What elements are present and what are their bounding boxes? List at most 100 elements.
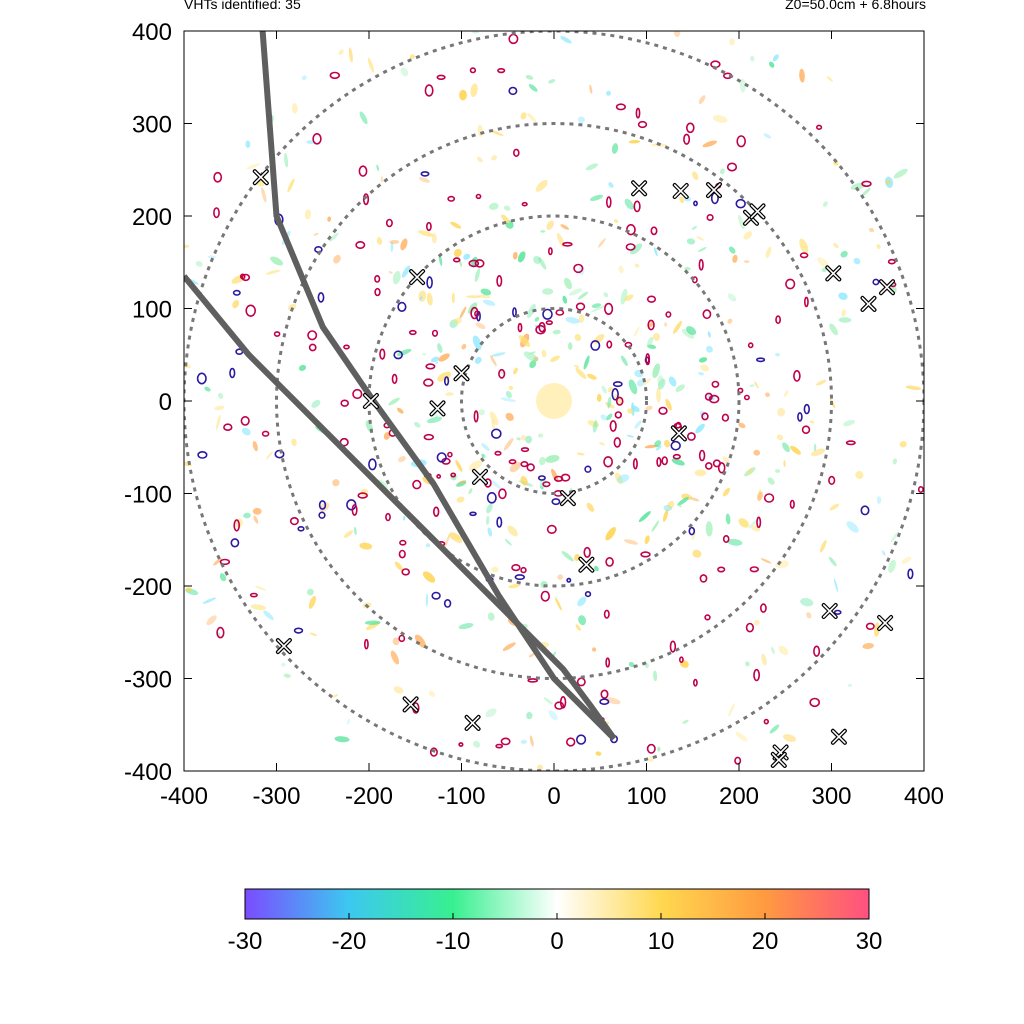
- field-blob: [655, 445, 662, 451]
- contour-loop: [609, 420, 617, 432]
- field-blob: [681, 328, 695, 339]
- contour-loop: [358, 165, 368, 177]
- field-blob: [754, 381, 759, 389]
- contour-loop: [632, 458, 638, 470]
- contour-loop: [312, 133, 322, 145]
- field-blob: [628, 379, 638, 395]
- field-blob: [583, 355, 590, 370]
- x-tick-label: 300: [811, 783, 851, 810]
- contour-loop: [393, 350, 404, 360]
- field-blob: [673, 31, 681, 37]
- field-blob: [520, 434, 527, 441]
- field-blob: [722, 456, 730, 464]
- contour-loop: [436, 473, 442, 479]
- field-blob: [243, 512, 251, 519]
- contour-loop: [425, 221, 432, 232]
- contour-loop: [317, 292, 325, 303]
- field-blob: [577, 291, 589, 300]
- contour-loop: [672, 453, 681, 460]
- field-blob: [761, 653, 767, 666]
- field-blob: [577, 116, 585, 124]
- field-blob: [437, 371, 452, 382]
- field-blob: [367, 57, 375, 73]
- field-blob: [418, 177, 430, 183]
- contour-loop: [711, 380, 720, 388]
- field-blob: [472, 335, 482, 350]
- field-blob: [833, 242, 839, 249]
- contour-loop: [584, 465, 592, 473]
- field-blob: [862, 642, 874, 650]
- field-blob: [255, 585, 267, 591]
- field-blob: [728, 246, 736, 254]
- field-blob: [389, 239, 400, 245]
- field-blob: [333, 254, 341, 264]
- field-blob: [500, 214, 510, 224]
- field-blob: [596, 393, 602, 402]
- field-blob: [829, 503, 840, 511]
- field-blob: [743, 231, 753, 240]
- field-blob: [419, 296, 423, 301]
- contour-loop: [431, 591, 441, 600]
- field-blob: [270, 256, 284, 266]
- field-blob: [769, 724, 780, 734]
- contour-loop: [379, 348, 386, 360]
- field-blob: [698, 95, 706, 105]
- contour-loop: [318, 511, 326, 519]
- field-blob: [840, 250, 848, 258]
- field-blob: [592, 420, 598, 433]
- field-blob: [611, 143, 619, 154]
- vht-marker: [877, 615, 894, 631]
- colorbar: -30 -20 -10 0 10 20 30: [228, 888, 882, 955]
- field-blob: [594, 565, 599, 572]
- field-blob: [712, 115, 728, 123]
- field-blob: [463, 253, 471, 260]
- vht-marker: [830, 728, 847, 745]
- contour-loop: [599, 698, 610, 706]
- contour-loop: [712, 459, 722, 468]
- contour-loop: [553, 475, 564, 482]
- vht-marker: [860, 295, 877, 312]
- field-blob: [874, 622, 880, 637]
- vht-marker: [770, 751, 787, 768]
- field-blob: [618, 265, 624, 274]
- field-blob: [550, 355, 560, 362]
- field-blob: [698, 247, 707, 252]
- vht-marker: [706, 182, 722, 199]
- y-tick-label: -400: [124, 759, 172, 786]
- field-blob: [675, 384, 685, 392]
- contour-loop: [374, 274, 381, 283]
- field-blob: [447, 533, 462, 541]
- contour-loop: [804, 296, 809, 308]
- field-blob: [491, 352, 506, 357]
- contour-loop: [490, 428, 502, 439]
- field-blob: [308, 595, 316, 609]
- contour-loop: [907, 568, 914, 580]
- contour-loop: [860, 505, 870, 516]
- contour-loop: [423, 378, 434, 387]
- field-blob: [578, 314, 585, 323]
- contour-loop: [357, 492, 368, 499]
- contour-loop: [624, 341, 633, 348]
- field-blob: [590, 305, 606, 313]
- contour-loop: [734, 756, 742, 765]
- contour-loop: [721, 413, 730, 422]
- y-tick-label: 100: [132, 297, 172, 324]
- field-blob: [409, 54, 415, 59]
- field-blob: [739, 78, 746, 93]
- field-blob: [607, 387, 613, 392]
- contour-loop: [749, 566, 759, 573]
- field-blob: [309, 632, 318, 637]
- vht-marker: [821, 603, 838, 619]
- contour-loop: [702, 309, 712, 320]
- contour-loop: [704, 392, 713, 401]
- field-blob: [491, 155, 498, 161]
- field-blob: [868, 227, 875, 233]
- contour-loop: [474, 259, 485, 268]
- field-blob: [428, 690, 435, 697]
- field-blob: [551, 468, 559, 483]
- contour-loop: [468, 259, 480, 268]
- contour-loop: [362, 193, 370, 206]
- field-blob: [265, 450, 274, 460]
- contour-loop: [756, 516, 762, 529]
- contour-loop: [520, 566, 527, 574]
